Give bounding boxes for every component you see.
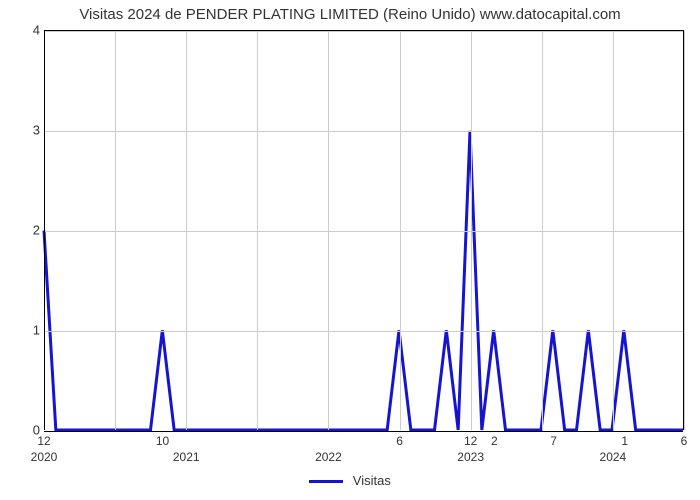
legend-label: Visitas	[353, 473, 391, 488]
y-tick-label: 3	[10, 123, 40, 138]
gridline-v	[115, 31, 116, 430]
gridline-h	[44, 31, 683, 32]
gridline-v	[542, 31, 543, 430]
gridline-v	[328, 31, 329, 430]
gridline-h	[44, 331, 683, 332]
gridline-h	[44, 431, 683, 432]
x-tick-label: 1	[621, 434, 628, 448]
x-tick-label: 12	[37, 434, 50, 448]
chart-title: Visitas 2024 de PENDER PLATING LIMITED (…	[0, 6, 700, 23]
y-tick-label: 2	[10, 223, 40, 238]
gridline-v	[471, 31, 472, 430]
gridline-h	[44, 131, 683, 132]
gridline-v	[186, 31, 187, 430]
x-year-label: 2022	[315, 450, 342, 464]
y-tick-label: 4	[10, 23, 40, 38]
x-year-label: 2023	[457, 450, 484, 464]
x-tick-label: 6	[681, 434, 688, 448]
series-visitas	[44, 131, 683, 430]
x-year-label: 2024	[600, 450, 627, 464]
legend: Visitas	[0, 473, 700, 488]
y-tick-label: 1	[10, 323, 40, 338]
x-year-label: 2020	[31, 450, 58, 464]
plot-area	[44, 30, 684, 430]
x-tick-label: 12	[464, 434, 477, 448]
x-year-label: 2021	[173, 450, 200, 464]
legend-swatch	[309, 480, 343, 483]
gridline-v	[257, 31, 258, 430]
y-tick-label: 0	[10, 423, 40, 438]
gridline-v	[400, 31, 401, 430]
chart-container: Visitas 2024 de PENDER PLATING LIMITED (…	[0, 0, 700, 500]
gridline-h	[44, 231, 683, 232]
gridline-v	[613, 31, 614, 430]
x-tick-label: 2	[491, 434, 498, 448]
x-tick-label: 7	[550, 434, 557, 448]
gridline-v	[684, 31, 685, 430]
x-tick-label: 6	[396, 434, 403, 448]
gridline-v	[44, 31, 45, 430]
plot-inner	[44, 31, 683, 430]
x-tick-label: 10	[156, 434, 169, 448]
